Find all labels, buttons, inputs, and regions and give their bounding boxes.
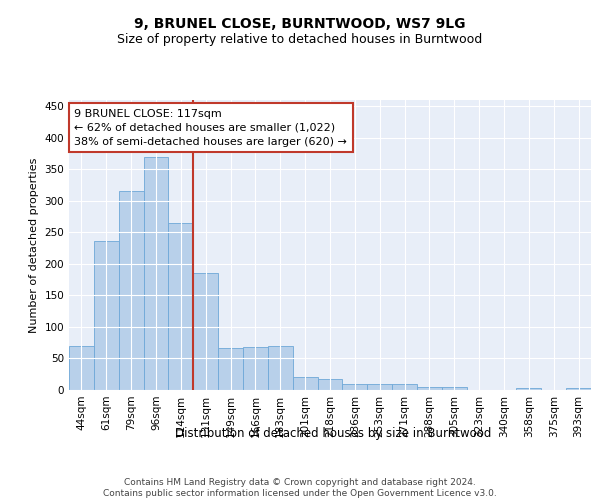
Text: Size of property relative to detached houses in Burntwood: Size of property relative to detached ho… (118, 32, 482, 46)
Bar (392, 384, 417, 390)
Text: 9 BRUNEL CLOSE: 117sqm
← 62% of detached houses are smaller (1,022)
38% of semi-: 9 BRUNEL CLOSE: 117sqm ← 62% of detached… (74, 108, 347, 146)
Bar (243, 347, 268, 390)
Bar (143, 156, 169, 390)
Bar (442, 388, 467, 390)
Bar (268, 346, 293, 390)
Bar (218, 348, 243, 390)
Bar (293, 378, 317, 390)
Bar (317, 378, 343, 390)
Bar (343, 384, 367, 390)
Bar (193, 274, 218, 390)
Bar (169, 223, 193, 390)
Y-axis label: Number of detached properties: Number of detached properties (29, 158, 39, 332)
Text: Distribution of detached houses by size in Burntwood: Distribution of detached houses by size … (175, 428, 491, 440)
Text: 9, BRUNEL CLOSE, BURNTWOOD, WS7 9LG: 9, BRUNEL CLOSE, BURNTWOOD, WS7 9LG (134, 18, 466, 32)
Bar (367, 384, 392, 390)
Bar (517, 388, 541, 390)
Bar (69, 346, 94, 390)
Text: Contains HM Land Registry data © Crown copyright and database right 2024.
Contai: Contains HM Land Registry data © Crown c… (103, 478, 497, 498)
Bar (417, 387, 442, 390)
Bar (94, 241, 119, 390)
Bar (566, 388, 591, 390)
Bar (119, 192, 143, 390)
